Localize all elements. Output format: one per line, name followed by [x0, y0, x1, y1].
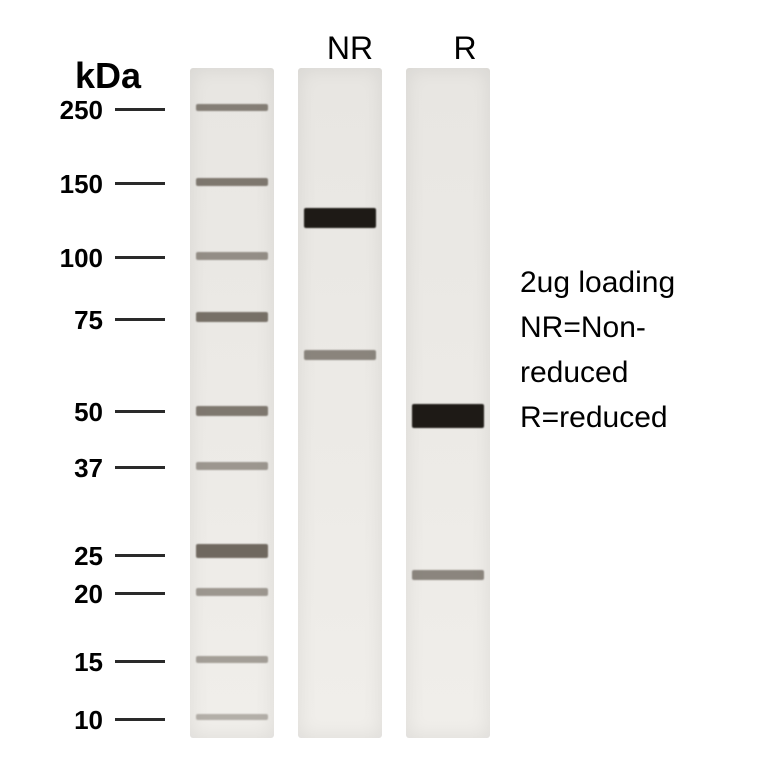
tick-mark-75: [115, 318, 165, 321]
tick-label-37: 37: [48, 453, 103, 484]
band-r-0: [412, 404, 484, 428]
tick-label-75: 75: [48, 305, 103, 336]
tick-mark-15: [115, 660, 165, 663]
annotation-line-3: reduced: [520, 350, 750, 395]
tick-mark-50: [115, 410, 165, 413]
lane-ladder: [190, 68, 274, 738]
band-ladder-1: [196, 178, 268, 186]
tick-label-50: 50: [48, 397, 103, 428]
band-ladder-7: [196, 588, 268, 596]
band-ladder-9: [196, 714, 268, 720]
lane-r: [406, 68, 490, 738]
annotation-line-4: R=reduced: [520, 395, 750, 440]
annotation-line-1: 2ug loading: [520, 260, 750, 305]
lane-header-r: R: [435, 30, 495, 67]
tick-label-100: 100: [48, 243, 103, 274]
tick-label-15: 15: [48, 647, 103, 678]
band-ladder-2: [196, 252, 268, 260]
band-r-1: [412, 570, 484, 580]
band-ladder-3: [196, 312, 268, 322]
tick-label-10: 10: [48, 705, 103, 736]
lane-header-nr: NR: [310, 30, 390, 67]
band-ladder-0: [196, 104, 268, 111]
tick-mark-10: [115, 718, 165, 721]
tick-label-250: 250: [48, 95, 103, 126]
tick-label-150: 150: [48, 169, 103, 200]
band-ladder-4: [196, 406, 268, 416]
tick-mark-250: [115, 108, 165, 111]
tick-mark-20: [115, 592, 165, 595]
tick-mark-150: [115, 182, 165, 185]
tick-mark-100: [115, 256, 165, 259]
band-nr-0: [304, 208, 376, 228]
legend-annotation: 2ug loading NR=Non- reduced R=reduced: [520, 260, 750, 440]
band-ladder-8: [196, 656, 268, 663]
lane-nr: [298, 68, 382, 738]
tick-mark-37: [115, 466, 165, 469]
band-ladder-5: [196, 462, 268, 470]
tick-label-20: 20: [48, 579, 103, 610]
gel-image-container: kDa NR R 250 150 100 75 50 37 25 20 15 10 2ug load…: [0, 0, 764, 764]
band-ladder-6: [196, 544, 268, 558]
kda-axis-title: kDa: [75, 55, 141, 97]
band-nr-1: [304, 350, 376, 360]
annotation-line-2: NR=Non-: [520, 305, 750, 350]
tick-label-25: 25: [48, 541, 103, 572]
tick-mark-25: [115, 554, 165, 557]
